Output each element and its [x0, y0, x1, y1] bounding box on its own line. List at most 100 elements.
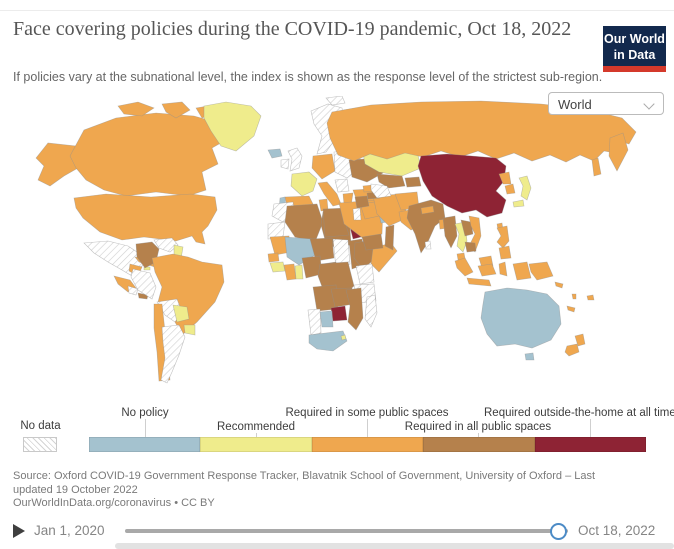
country-yemen[interactable] — [361, 233, 384, 251]
country-kenya[interactable] — [355, 263, 375, 285]
country-indonesia-java[interactable] — [466, 277, 492, 287]
country-uk[interactable] — [287, 147, 303, 172]
country-russia-sakhalin[interactable] — [591, 157, 602, 177]
country-north-korea[interactable] — [498, 171, 512, 185]
country-sri-lanka[interactable] — [424, 240, 432, 250]
legend-color-bar — [89, 437, 647, 452]
country-niger[interactable] — [309, 237, 335, 262]
owid-logo-line2: in Data — [613, 48, 656, 62]
timeline-start-label[interactable]: Jan 1, 2020 — [34, 523, 105, 538]
country-russia-kamchatka[interactable] — [608, 132, 629, 172]
country-laos[interactable] — [460, 219, 474, 237]
source-link[interactable]: OurWorldInData.org/coronavirus • CC BY — [13, 497, 215, 509]
legend-no-data-swatch[interactable] — [23, 437, 57, 452]
legend-label-required-all: Required in all public spaces — [404, 421, 552, 433]
country-iceland[interactable] — [267, 148, 283, 159]
country-new-zealand-north[interactable] — [574, 333, 586, 347]
country-ireland[interactable] — [280, 158, 290, 170]
top-divider — [0, 10, 674, 11]
horizontal-scrollbar[interactable] — [115, 543, 674, 549]
country-new-caledonia[interactable] — [566, 305, 576, 313]
timeline-end-label[interactable]: Oct 18, 2022 — [578, 523, 656, 538]
country-jordan[interactable] — [352, 207, 362, 221]
country-nicaragua[interactable] — [127, 285, 139, 296]
country-vanuatu[interactable] — [571, 293, 577, 300]
country-eswatini[interactable] — [340, 334, 347, 341]
country-ghana[interactable] — [294, 264, 304, 280]
country-kyrgyzstan-tajikistan[interactable] — [404, 176, 422, 188]
country-indonesia-sulawesi[interactable] — [498, 261, 508, 277]
country-algeria[interactable] — [284, 203, 324, 243]
country-france[interactable] — [290, 171, 318, 197]
country-south-korea[interactable] — [504, 183, 516, 195]
legend-segment-no-policy[interactable] — [89, 437, 201, 452]
country-usa[interactable] — [73, 193, 218, 245]
country-china[interactable] — [417, 153, 507, 218]
timeline-slider-track[interactable] — [125, 529, 568, 533]
owid-logo-accent-bar — [603, 66, 666, 72]
country-chad[interactable] — [332, 238, 351, 269]
country-cambodia[interactable] — [464, 241, 477, 253]
country-canada[interactable] — [69, 112, 227, 197]
country-ivory-coast[interactable] — [283, 263, 297, 281]
country-mozambique[interactable] — [345, 287, 364, 331]
region-selector-dropdown[interactable]: World — [548, 92, 664, 115]
country-papua-new-guinea[interactable] — [528, 261, 554, 281]
country-botswana[interactable] — [319, 310, 334, 328]
country-svalbard[interactable] — [325, 96, 346, 106]
legend-tick — [478, 433, 479, 437]
country-zimbabwe[interactable] — [330, 305, 348, 322]
region-selector-value: World — [558, 97, 592, 112]
page-subtitle: If policies vary at the subnational leve… — [13, 70, 603, 84]
country-guinea[interactable] — [269, 261, 286, 273]
country-greenland[interactable] — [203, 101, 262, 152]
country-new-zealand-south[interactable] — [564, 343, 580, 357]
country-alaska[interactable] — [35, 142, 79, 187]
country-namibia[interactable] — [307, 308, 322, 336]
country-solomon-islands[interactable] — [554, 281, 564, 289]
country-south-africa[interactable] — [308, 330, 348, 352]
legend-label-recommended: Recommended — [217, 421, 295, 433]
country-canada-arctic[interactable] — [117, 101, 155, 117]
legend-no-data-label: No data — [20, 420, 61, 432]
legend-tick — [367, 419, 368, 437]
country-indonesia-papua[interactable] — [512, 261, 532, 281]
legend-segment-recommended[interactable] — [200, 437, 312, 452]
country-turkmenistan[interactable] — [370, 183, 392, 199]
country-australia[interactable] — [480, 287, 562, 349]
legend-tick — [256, 433, 257, 437]
source-note: Source: Oxford COVID-19 Government Respo… — [13, 470, 596, 496]
country-oman[interactable] — [384, 224, 395, 251]
chevron-down-icon — [643, 98, 655, 110]
country-paraguay[interactable] — [172, 304, 190, 323]
legend-label-required-some: Required in some public spaces — [285, 407, 449, 419]
play-button[interactable] — [13, 524, 25, 538]
country-canada-arctic[interactable] — [161, 101, 191, 119]
country-balkans[interactable] — [334, 178, 350, 193]
legend-segment-required-outside-home[interactable] — [534, 437, 647, 452]
country-indonesia-sumatra[interactable] — [454, 257, 474, 277]
country-indonesia-borneo[interactable] — [477, 263, 497, 277]
country-japan-south[interactable] — [512, 199, 525, 208]
owid-logo-line1: Our World — [604, 32, 665, 46]
page-title: Face covering policies during the COVID-… — [13, 18, 572, 40]
country-germany[interactable] — [311, 153, 336, 180]
country-fiji[interactable] — [586, 294, 595, 301]
country-uruguay[interactable] — [183, 324, 196, 336]
timeline-slider-handle[interactable] — [550, 523, 567, 540]
country-tasmania[interactable] — [524, 352, 535, 361]
legend-segment-required-some[interactable] — [311, 437, 424, 452]
legend-segment-required-all[interactable] — [423, 437, 535, 452]
country-nepal[interactable] — [420, 205, 435, 215]
country-syria[interactable] — [354, 195, 370, 209]
country-myanmar[interactable] — [442, 215, 458, 249]
country-india[interactable] — [406, 199, 446, 254]
country-peru[interactable] — [130, 268, 157, 300]
country-madagascar[interactable] — [364, 294, 378, 328]
country-senegal[interactable] — [267, 252, 280, 263]
country-philippines-luzon[interactable] — [496, 225, 510, 249]
country-uzbekistan[interactable] — [376, 173, 406, 189]
country-japan[interactable] — [518, 175, 532, 201]
country-philippines-mindanao[interactable] — [498, 245, 512, 260]
country-argentina[interactable] — [160, 324, 186, 384]
